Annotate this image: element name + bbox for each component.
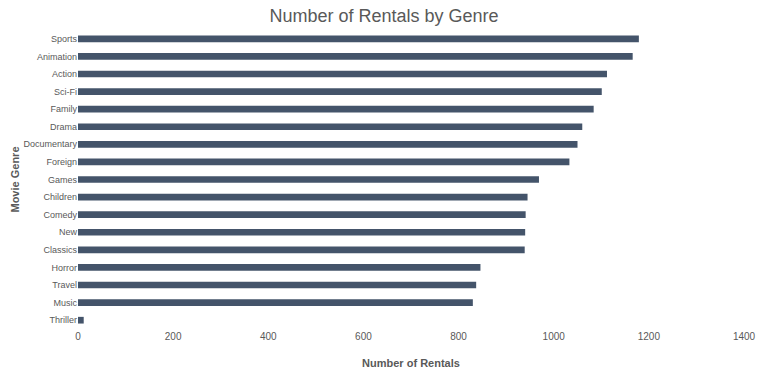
svg-text:800: 800 — [450, 331, 467, 342]
svg-text:New: New — [59, 227, 78, 237]
svg-text:Movie Genre: Movie Genre — [9, 146, 21, 212]
svg-text:Number of Rentals: Number of Rentals — [362, 357, 460, 369]
svg-text:Thriller: Thriller — [49, 315, 77, 325]
svg-text:Number of Rentals by Genre: Number of Rentals by Genre — [269, 6, 498, 26]
svg-text:200: 200 — [165, 331, 182, 342]
svg-text:Sports: Sports — [51, 34, 78, 44]
svg-text:Drama: Drama — [50, 122, 77, 132]
svg-text:Games: Games — [48, 175, 78, 185]
svg-text:Family: Family — [51, 104, 78, 114]
svg-text:0: 0 — [75, 331, 81, 342]
svg-text:Horror: Horror — [51, 263, 77, 273]
svg-text:Music: Music — [53, 298, 77, 308]
svg-text:Foreign: Foreign — [46, 157, 77, 167]
svg-text:Animation: Animation — [37, 52, 77, 62]
svg-text:Action: Action — [52, 69, 77, 79]
svg-text:1200: 1200 — [638, 331, 661, 342]
svg-text:400: 400 — [260, 331, 277, 342]
svg-text:1000: 1000 — [543, 331, 566, 342]
svg-text:Comedy: Comedy — [43, 210, 77, 220]
svg-text:Sci-Fi: Sci-Fi — [54, 87, 77, 97]
svg-text:600: 600 — [355, 331, 372, 342]
svg-text:Documentary: Documentary — [23, 139, 77, 149]
svg-text:Children: Children — [43, 192, 77, 202]
svg-text:Classics: Classics — [43, 245, 77, 255]
svg-text:Travel: Travel — [52, 280, 77, 290]
svg-text:1400: 1400 — [733, 331, 756, 342]
